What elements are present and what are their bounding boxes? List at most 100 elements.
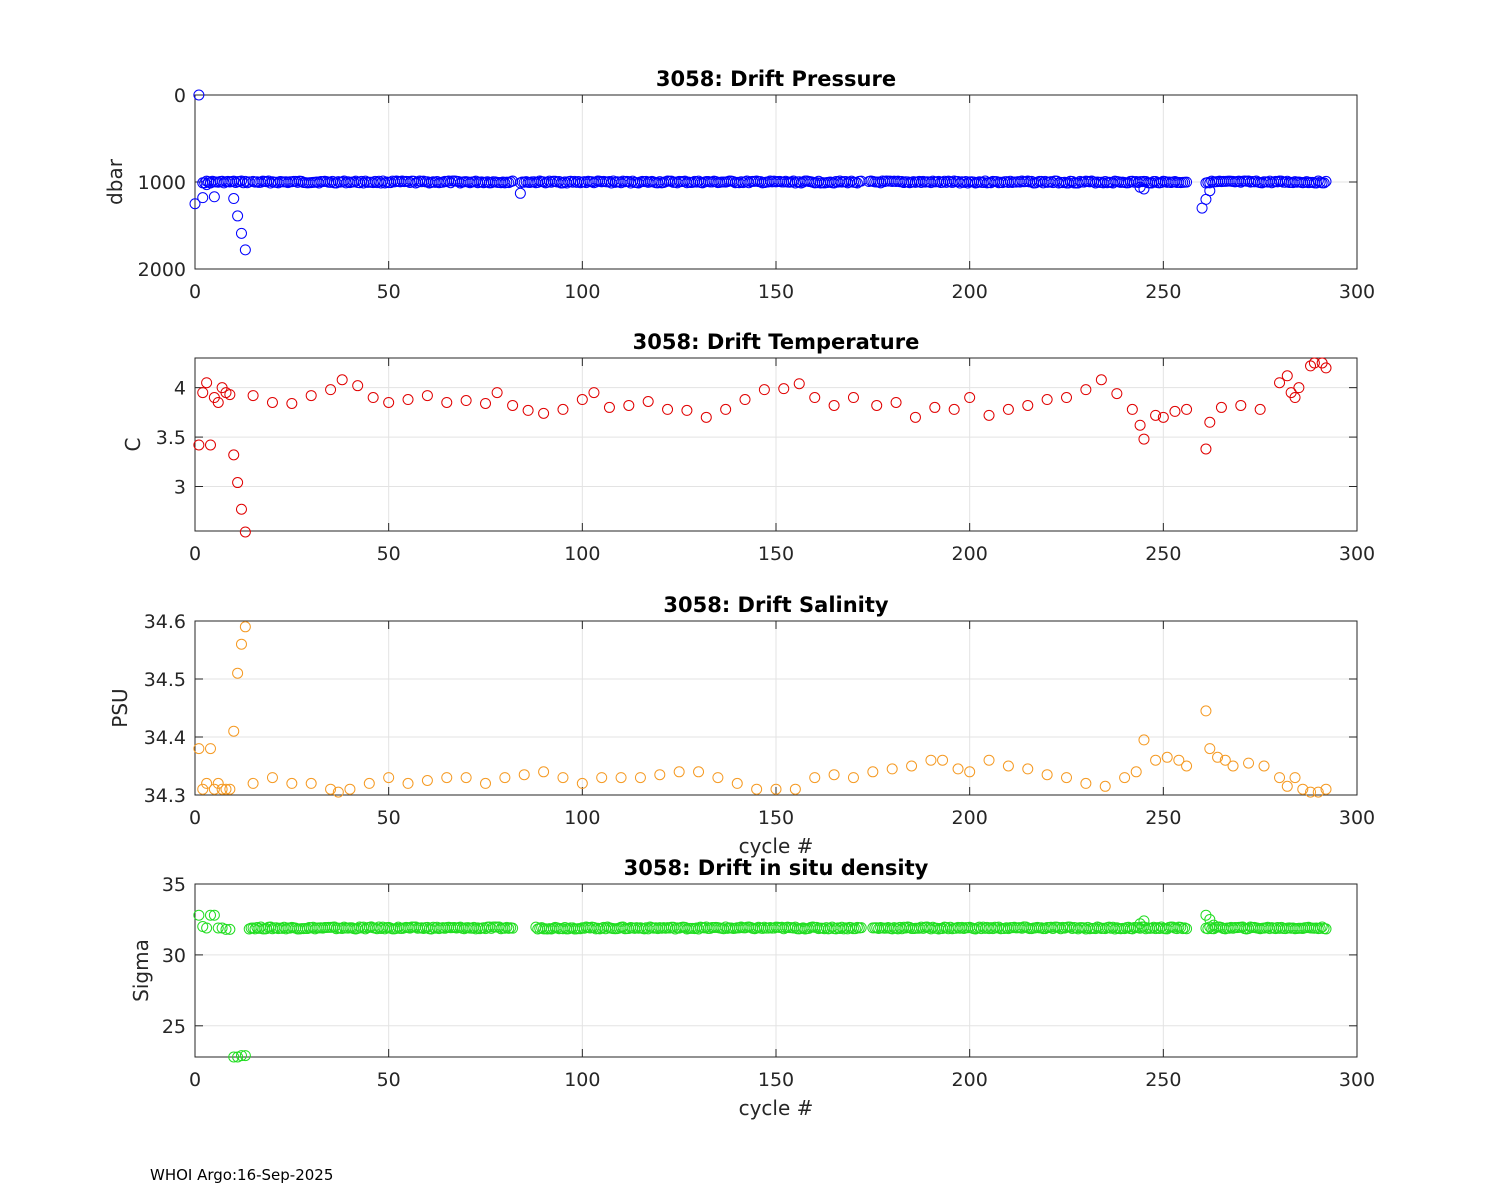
x-tick-label: 250 xyxy=(1145,1069,1181,1091)
data-point xyxy=(634,772,646,784)
x-tick-label: 50 xyxy=(377,807,401,829)
data-point xyxy=(720,403,732,415)
x-tick-label: 100 xyxy=(564,281,600,303)
data-point xyxy=(1041,394,1053,406)
data-point xyxy=(906,760,918,772)
data-point xyxy=(576,777,588,789)
data-point xyxy=(1157,411,1169,423)
data-point xyxy=(216,783,228,795)
data-point xyxy=(224,923,236,935)
data-point xyxy=(325,384,337,396)
data-point xyxy=(1305,360,1317,372)
data-point xyxy=(402,777,414,789)
x-tick-label: 0 xyxy=(189,281,201,303)
data-point xyxy=(847,392,859,404)
data-point xyxy=(204,743,216,755)
data-point xyxy=(239,244,251,256)
data-point xyxy=(228,1051,240,1063)
data-point xyxy=(1289,392,1301,404)
data-point xyxy=(421,390,433,402)
data-point xyxy=(576,394,588,406)
data-point xyxy=(1200,909,1212,921)
data-point xyxy=(441,772,453,784)
data-point xyxy=(1181,760,1193,772)
data-point xyxy=(228,725,240,737)
data-point xyxy=(1297,783,1309,795)
data-point xyxy=(1181,176,1193,188)
data-point xyxy=(367,392,379,404)
data-point xyxy=(770,783,782,795)
data-point xyxy=(208,909,220,921)
data-point xyxy=(662,403,674,415)
x-tick-label: 0 xyxy=(189,807,201,829)
data-point xyxy=(518,769,530,781)
data-point xyxy=(1061,772,1072,784)
data-point xyxy=(1002,760,1014,772)
x-tick-label: 150 xyxy=(758,281,794,303)
data-point xyxy=(1204,743,1216,755)
data-point xyxy=(1161,751,1173,763)
data-point xyxy=(1119,772,1131,784)
y-axis-label: dbar xyxy=(103,158,127,205)
x-tick-label: 50 xyxy=(377,543,401,565)
data-point xyxy=(538,407,550,419)
data-point xyxy=(871,399,883,411)
data-point xyxy=(1204,416,1216,428)
data-point xyxy=(886,763,898,775)
data-point xyxy=(1254,403,1266,415)
data-point xyxy=(193,89,205,101)
y-axis-label: PSU xyxy=(108,688,132,727)
data-point xyxy=(1281,370,1293,382)
y-axis-label: C xyxy=(121,438,145,452)
data-point xyxy=(867,766,879,778)
data-point xyxy=(1320,175,1332,187)
data-point xyxy=(1200,443,1212,455)
x-tick-label: 200 xyxy=(952,807,988,829)
x-tick-label: 300 xyxy=(1339,543,1375,565)
data-point xyxy=(681,404,693,416)
data-point xyxy=(1080,777,1092,789)
data-point xyxy=(197,387,209,399)
data-point xyxy=(855,922,867,934)
data-point xyxy=(1320,923,1332,935)
data-point xyxy=(239,621,251,633)
data-point xyxy=(809,392,821,404)
data-point xyxy=(1219,754,1231,766)
data-point xyxy=(402,394,414,406)
data-point xyxy=(937,754,949,766)
x-tick-label: 200 xyxy=(952,543,988,565)
data-point xyxy=(201,922,213,934)
data-point xyxy=(336,374,348,386)
data-point xyxy=(793,378,805,390)
data-point xyxy=(1022,763,1034,775)
x-tick-label: 250 xyxy=(1145,807,1181,829)
data-point xyxy=(948,403,960,415)
data-point xyxy=(828,769,840,781)
data-point xyxy=(1138,734,1150,746)
data-point xyxy=(1111,388,1123,400)
data-point xyxy=(654,769,666,781)
data-point xyxy=(286,397,298,409)
data-point xyxy=(224,783,236,795)
y-tick-label: 4 xyxy=(174,378,186,400)
x-tick-label: 150 xyxy=(758,807,794,829)
data-point xyxy=(1243,757,1255,769)
data-point xyxy=(522,404,534,416)
data-point xyxy=(208,191,220,203)
data-point xyxy=(789,783,801,795)
chart-title: 3058: Drift in situ density xyxy=(624,856,929,880)
data-point xyxy=(232,210,244,222)
data-point xyxy=(1215,401,1227,413)
data-point xyxy=(383,772,395,784)
data-point xyxy=(1227,760,1239,772)
data-point xyxy=(235,1050,247,1062)
y-tick-label: 35 xyxy=(162,874,186,896)
data-point xyxy=(1312,786,1324,798)
y-tick-label: 3.5 xyxy=(156,427,186,449)
data-point xyxy=(1138,433,1150,445)
data-point xyxy=(1274,377,1286,389)
data-point xyxy=(1175,921,1187,933)
data-point xyxy=(235,503,247,515)
data-point xyxy=(890,396,902,408)
data-point xyxy=(193,439,205,451)
